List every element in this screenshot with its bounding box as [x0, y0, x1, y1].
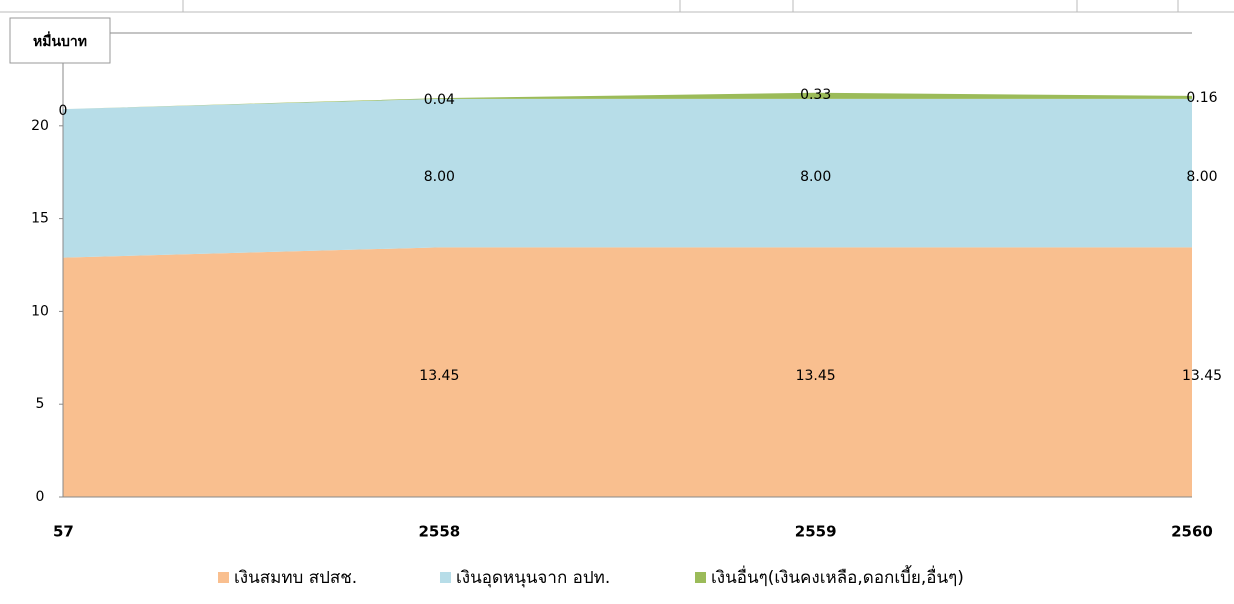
x-tick-label: 57: [53, 523, 74, 541]
legend-label: เงินสมทบ สปสช.: [234, 568, 357, 588]
legend-label: เงินอุดหนุนจาก อปท.: [456, 568, 610, 588]
legend-swatch: [218, 572, 229, 583]
legend-swatch: [440, 572, 451, 583]
area: [63, 92, 1192, 110]
x-tick-label: 2558: [418, 523, 460, 541]
value-label: 0.33: [800, 87, 831, 103]
value-label: 8.00: [800, 169, 831, 185]
area: [63, 98, 1192, 258]
legend-label: เงินอื่นๆ(เงินคงเหลือ,ดอกเบี้ย,อื่นๆ): [711, 565, 964, 588]
value-label: 0.16: [1186, 90, 1217, 106]
y-tick-label: 0: [36, 489, 45, 505]
legend-swatch: [695, 572, 706, 583]
y-tick-label: 10: [31, 303, 49, 319]
y-tick-label: 20: [31, 118, 49, 134]
x-tick-label: 2560: [1171, 523, 1213, 541]
value-label: 8.00: [424, 169, 455, 185]
value-label: 13.45: [419, 368, 459, 384]
y-label-box: [9, 17, 111, 64]
area: [63, 247, 1192, 497]
y-axis-label: หมื่นบาท: [33, 31, 87, 50]
value-label: 8.00: [1186, 169, 1217, 185]
value-label: 13.45: [1182, 368, 1222, 384]
x-tick-label: 2559: [795, 523, 837, 541]
value-label: 0: [59, 103, 68, 119]
value-label: 0.04: [424, 92, 455, 108]
value-label: 13.45: [796, 368, 836, 384]
y-tick-label: 15: [31, 211, 49, 227]
areas: [63, 92, 1192, 497]
top-ticks: [182, 0, 1179, 12]
y-tick-label: 5: [36, 396, 45, 412]
